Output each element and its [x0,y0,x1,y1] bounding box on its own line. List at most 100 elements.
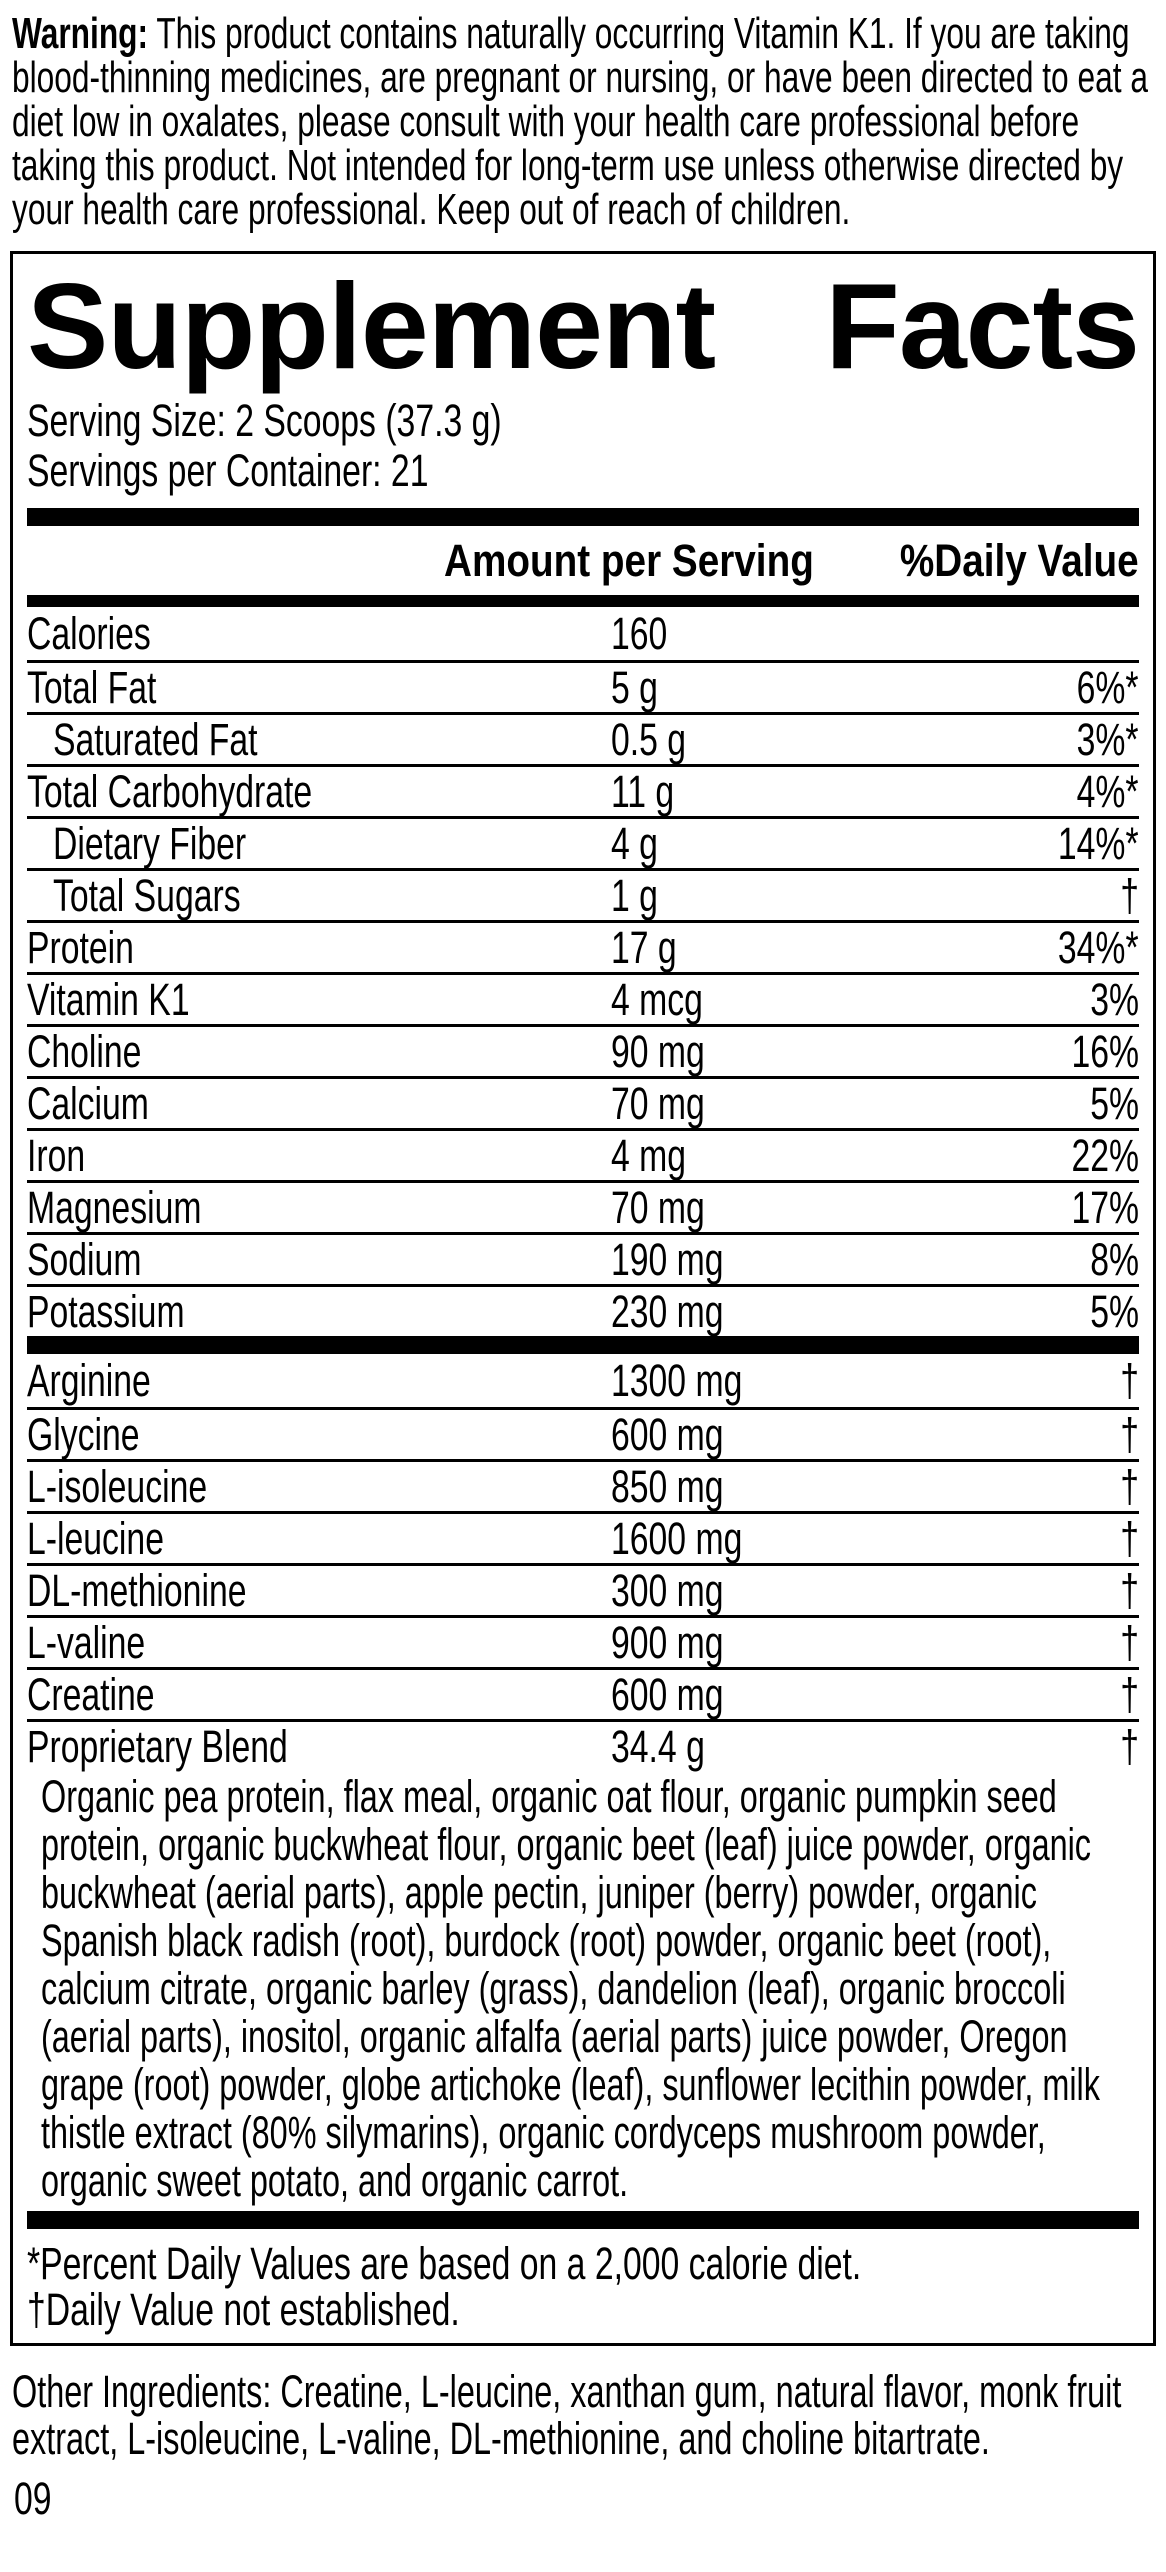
nutrient-label: Calcium [27,1078,149,1129]
dv-value: † [1120,1513,1139,1564]
nutrient-label: L-valine [27,1617,146,1668]
dv-value: 8% [1090,1234,1139,1285]
nutrient-label: Choline [27,1026,142,1077]
warning-label: Warning: [12,9,149,58]
amount-value: 600 mg [610,1409,724,1460]
divider-heavy-footnotes [27,2211,1139,2229]
table-row: Total Fat 5 g 6%* [27,660,1139,712]
table-row: Creatine 600 mg † [27,1667,1139,1719]
table-row: Proprietary Blend 34.4 g † [27,1719,1139,1771]
divider-heavy-top [27,508,1139,526]
table-row: Choline 90 mg 16% [27,1024,1139,1076]
serving-info: Serving Size: 2 Scoops (37.3 g) Servings… [27,396,1139,496]
amount-value: 230 mg [610,1286,724,1337]
table-row: Sodium 190 mg 8% [27,1232,1139,1284]
table-row: L-isoleucine 850 mg † [27,1459,1139,1511]
table-row: Potassium 230 mg 5% [27,1284,1139,1336]
dv-value: 22% [1071,1130,1139,1181]
table-row: Protein 17 g 34%* [27,920,1139,972]
footnotes: *Percent Daily Values are based on a 2,0… [27,2229,1139,2343]
amount-value: 34.4 g [610,1721,705,1772]
dv-value: 17% [1071,1182,1139,1233]
dv-value: 6%* [1077,662,1139,713]
amount-value: 4 mg [610,1130,686,1181]
amount-value: 5 g [610,662,658,713]
nutrient-label: Total Carbohydrate [27,766,313,817]
nutrient-label: Glycine [27,1409,140,1460]
dv-value: † [1120,1669,1139,1720]
amount-value: 0.5 g [610,714,686,765]
amount-value: 90 mg [610,1026,705,1077]
amount-value: 4 mcg [610,974,703,1025]
nutrient-rows: Calories 160 Total Fat 5 g 6%* Saturated… [27,607,1139,1336]
nutrient-label: DL-methionine [27,1565,247,1616]
nutrient-label: Total Fat [27,662,157,713]
amount-value: 1 g [610,870,658,921]
servings-per-container-line: Servings per Container: 21 [27,445,429,496]
dv-value: 4%* [1077,766,1139,817]
supplement-facts-panel: Supplement Facts Serving Size: 2 Scoops … [10,251,1156,2346]
warning-text: This product contains naturally occurrin… [12,9,1148,234]
nutrient-label: Dietary Fiber [53,818,247,869]
amount-value: 900 mg [610,1617,724,1668]
dv-value: 14%* [1058,818,1139,869]
dv-value: 5% [1090,1078,1139,1129]
table-row: Dietary Fiber 4 g 14%* [27,816,1139,868]
nutrient-label: Arginine [27,1355,151,1406]
table-row: Total Sugars 1 g † [27,868,1139,920]
nutrient-label: Creatine [27,1669,155,1720]
nutrient-label: Sodium [27,1234,142,1285]
amount-value: 70 mg [610,1182,705,1233]
column-header-row: Amount per Serving %Daily Value [27,526,1139,595]
other-ingredients-paragraph: Other Ingredients: Creatine, L-leucine, … [12,2366,1122,2464]
amount-value: 11 g [610,766,674,817]
table-row: Iron 4 mg 22% [27,1128,1139,1180]
table-row: DL-methionine 300 mg † [27,1563,1139,1615]
divider-under-header [27,595,1139,607]
footnote-dagger: †Daily Value not established. [27,2284,460,2335]
table-row: Saturated Fat 0.5 g 3%* [27,712,1139,764]
table-row: Vitamin K1 4 mcg 3% [27,972,1139,1024]
warning-text-wrap: Warning: This product contains naturally… [12,12,1153,232]
nutrient-label: Saturated Fat [53,714,258,765]
table-row: L-valine 900 mg † [27,1615,1139,1667]
divider-heavy-amino [27,1336,1139,1354]
dv-value: † [1120,870,1139,921]
dv-value: † [1120,1721,1139,1772]
nutrient-label: Vitamin K1 [27,974,190,1025]
dv-column-header: %Daily Value [900,535,1139,586]
dv-value: † [1120,1461,1139,1512]
dv-value: † [1120,1617,1139,1668]
dv-value: 16% [1071,1026,1139,1077]
amino-acid-rows: Arginine 1300 mg † Glycine 600 mg † L-is… [27,1354,1139,1771]
amount-value: 1300 mg [610,1355,743,1406]
panel-title: Supplement Facts [27,254,1140,394]
supplement-label: Warning: This product contains naturally… [0,12,1166,2572]
nutrient-label: Total Sugars [53,870,241,921]
dv-value: 5% [1090,1286,1139,1337]
nutrient-label: Calories [27,608,151,659]
amount-value: 17 g [610,922,677,973]
amount-value: 300 mg [610,1565,724,1616]
amount-value: 850 mg [610,1461,724,1512]
table-row: Magnesium 70 mg 17% [27,1180,1139,1232]
proprietary-blend-description: Organic pea protein, flax meal, organic … [41,1771,1100,2206]
dv-value: 34%* [1058,922,1139,973]
nutrient-label: Proprietary Blend [27,1721,288,1772]
table-row: Arginine 1300 mg † [27,1354,1139,1407]
amount-value: 1600 mg [610,1513,743,1564]
panel-title-left: Supplement [27,258,716,394]
dv-value: 3%* [1077,714,1139,765]
nutrient-label: L-isoleucine [27,1461,208,1512]
nutrient-label: Iron [27,1130,86,1181]
dv-value: † [1120,1565,1139,1616]
table-row: L-leucine 1600 mg † [27,1511,1139,1563]
amount-value: 600 mg [610,1669,724,1720]
page-number: 09 [14,2473,52,2524]
table-row: Calories 160 [27,607,1139,660]
dv-value: † [1120,1409,1139,1460]
amount-value: 70 mg [610,1078,705,1129]
panel-title-right: Facts [825,258,1140,394]
amount-value: 4 g [610,818,658,869]
nutrient-label: Protein [27,922,134,973]
